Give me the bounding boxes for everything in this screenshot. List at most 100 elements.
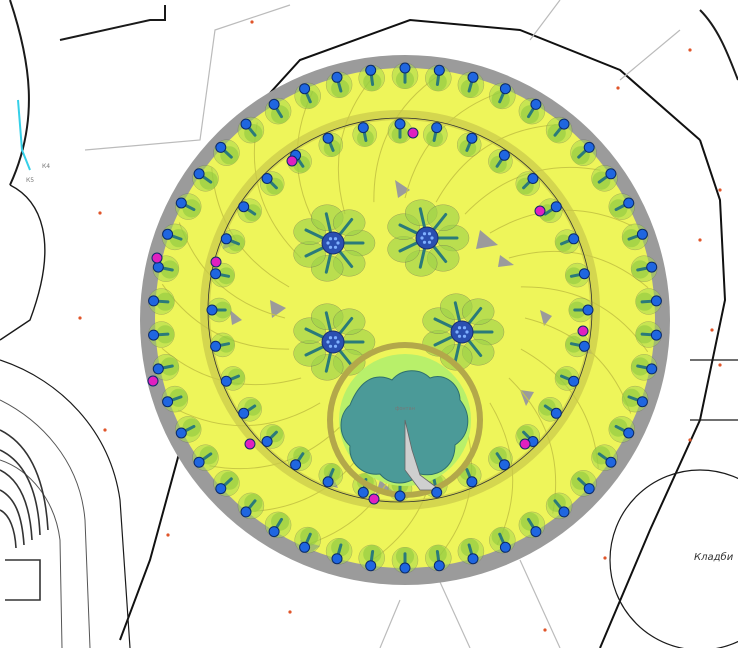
- lamp-markers: [147, 62, 662, 574]
- survey-point: [603, 556, 607, 560]
- flower-bed-icon: [293, 204, 376, 282]
- building-outline-top: [59, 5, 166, 41]
- lamp-marker-icon: [578, 340, 590, 352]
- lamp-marker-icon: [268, 98, 280, 110]
- lamp-marker-icon: [193, 456, 205, 468]
- special-marker-icon: [147, 375, 159, 387]
- lamp-marker-icon: [152, 261, 164, 273]
- left-label-k5: К5: [26, 177, 34, 184]
- road-edge-top-right: [699, 9, 738, 81]
- lamp-marker-icon: [550, 407, 562, 419]
- lamp-marker-icon: [433, 560, 445, 572]
- survey-point: [166, 533, 170, 537]
- lamp-marker-icon: [433, 64, 445, 76]
- lamp-marker-icon: [431, 122, 443, 134]
- lamp-marker-icon: [240, 118, 252, 130]
- stadium-inner: [0, 399, 91, 648]
- survey-point: [103, 428, 107, 432]
- lamp-marker-icon: [623, 197, 635, 209]
- lamp-marker-icon: [365, 560, 377, 572]
- lamp-marker-icon: [583, 141, 595, 153]
- tree-canopy-icon: [174, 193, 202, 220]
- path-segment: [435, 124, 556, 203]
- lamp-marker-icon: [162, 396, 174, 408]
- special-marker-icon: [244, 438, 256, 450]
- survey-point: [250, 20, 254, 24]
- lamp-marker-icon: [550, 201, 562, 213]
- lamp-marker-icon: [162, 228, 174, 240]
- lamp-marker-icon: [499, 83, 511, 95]
- lamp-marker-icon: [646, 261, 658, 273]
- lamp-marker-icon: [558, 118, 570, 130]
- tree-canopy-icon: [148, 288, 175, 315]
- lamp-marker-icon: [290, 459, 302, 471]
- lamp-marker-icon: [582, 304, 594, 316]
- lamp-marker-icon: [431, 486, 443, 498]
- lamp-marker-icon: [650, 295, 662, 307]
- lamp-marker-icon: [210, 340, 222, 352]
- lamp-marker-icon: [498, 149, 510, 161]
- lamp-marker-icon: [238, 407, 250, 419]
- lamp-marker-icon: [558, 506, 570, 518]
- special-marker-icon: [286, 155, 298, 167]
- survey-point: [78, 316, 82, 320]
- lamp-marker-icon: [148, 295, 160, 307]
- lamp-marker-icon: [530, 526, 542, 538]
- lamp-marker-icon: [152, 363, 164, 375]
- special-marker-icon: [151, 252, 163, 264]
- lamp-marker-icon: [394, 490, 406, 502]
- tree-canopy-icon: [206, 297, 232, 323]
- lamp-marker-icon: [646, 363, 658, 375]
- tree-canopy-icon: [591, 444, 618, 471]
- lamp-marker-icon: [467, 71, 479, 83]
- canal-line: [17, 99, 31, 171]
- inner-ring-path: [200, 110, 600, 510]
- path-segment: [177, 402, 321, 427]
- survey-point: [688, 438, 692, 442]
- lamp-marker-icon: [466, 132, 478, 144]
- flower-bed-icon: [422, 293, 505, 371]
- tree-canopy-icon: [425, 64, 452, 92]
- lamp-marker-icon: [498, 459, 510, 471]
- lamp-marker-icon: [215, 141, 227, 153]
- left-label-k4: К4: [42, 163, 50, 170]
- lamp-marker-icon: [210, 268, 222, 280]
- lamp-marker-icon: [175, 197, 187, 209]
- tree-canopy-icon: [148, 321, 175, 348]
- flower-bed-icon: [387, 199, 470, 277]
- survey-point: [98, 211, 102, 215]
- building-edge-right: [690, 359, 738, 421]
- lamp-marker-icon: [499, 541, 511, 553]
- lamp-marker-icon: [148, 329, 160, 341]
- survey-point: [288, 610, 292, 614]
- footpaths-top: [529, 0, 681, 81]
- lamp-marker-icon: [568, 233, 580, 245]
- lamp-marker-icon: [238, 201, 250, 213]
- lamp-marker-icon: [261, 436, 273, 447]
- lamp-marker-icon: [568, 375, 580, 387]
- lamp-marker-icon: [331, 71, 343, 83]
- park-plaza: фонтан: [140, 55, 670, 585]
- gap-patch: [230, 310, 242, 325]
- lamp-marker-icon: [365, 64, 377, 76]
- road-edge-left: [9, 0, 30, 186]
- survey-point: [718, 363, 722, 367]
- survey-point: [543, 628, 547, 632]
- survey-point: [616, 86, 620, 90]
- lamp-marker-icon: [220, 233, 232, 245]
- lamp-marker-icon: [193, 168, 205, 180]
- lamp-marker-icon: [175, 427, 187, 439]
- road-edge-left-lower: [0, 184, 46, 341]
- gap-patch: [395, 180, 410, 198]
- lamp-marker-icon: [261, 173, 273, 184]
- lamp-marker-icon: [605, 456, 617, 468]
- survey-point: [718, 188, 722, 192]
- outer-tree-ring: [148, 62, 662, 574]
- lamp-marker-icon: [331, 553, 343, 565]
- district-label: Кладби: [694, 551, 734, 563]
- lamp-marker-icon: [322, 476, 334, 488]
- lamp-marker-icon: [623, 427, 635, 439]
- fountain: фонтан: [327, 342, 483, 498]
- special-marker-icon: [407, 127, 419, 139]
